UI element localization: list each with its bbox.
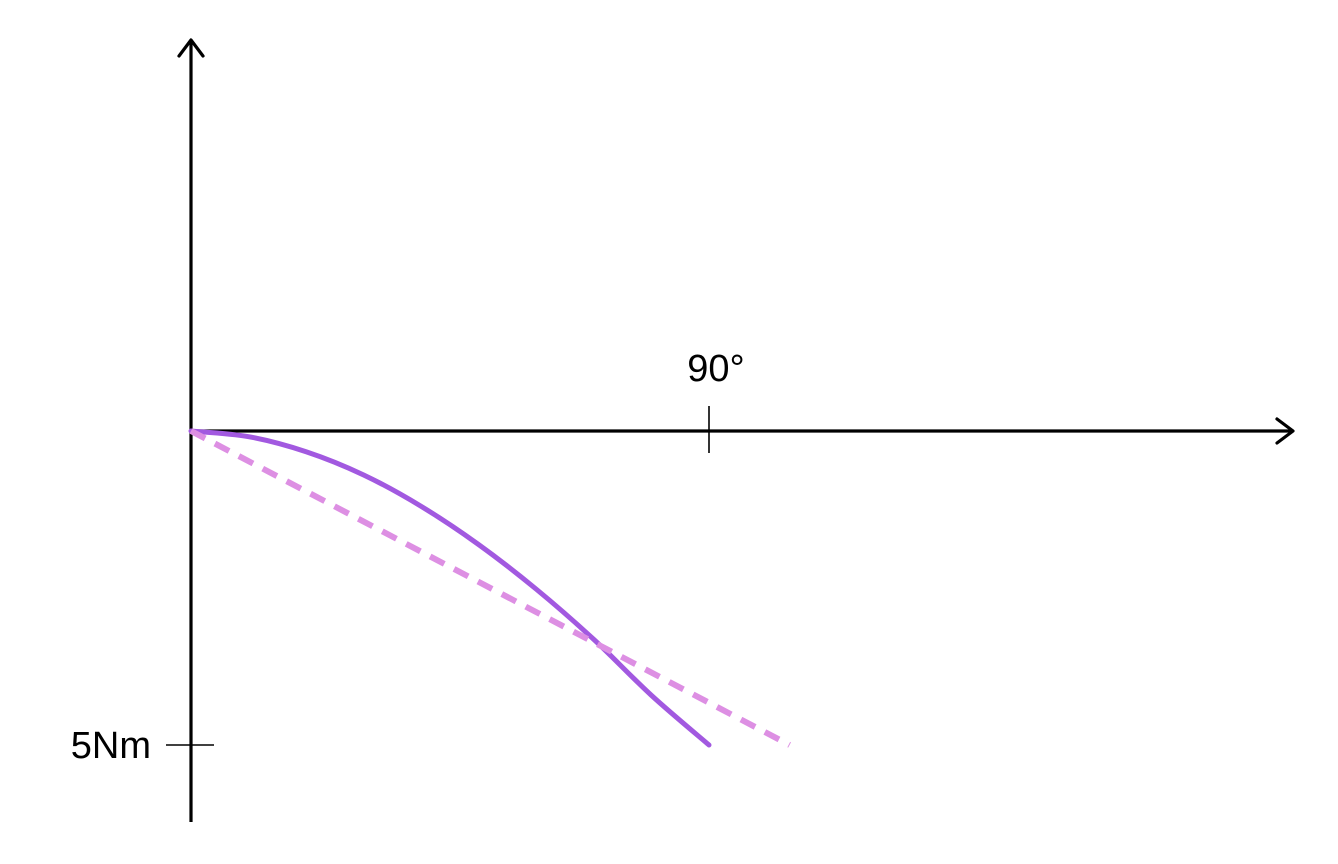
solid-series-line: [188, 428, 712, 748]
x-tick-label: 90°: [687, 348, 744, 390]
y-tick-label: 5Nm: [71, 725, 151, 767]
dashed-series-line: [189, 428, 791, 748]
